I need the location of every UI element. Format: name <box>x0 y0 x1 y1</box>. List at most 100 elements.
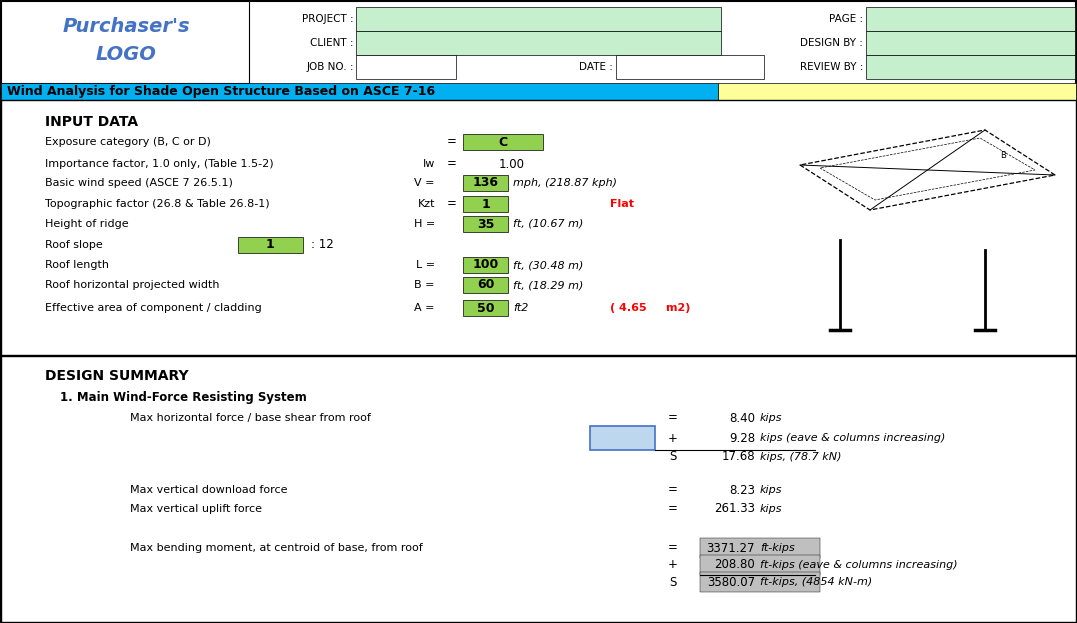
Text: ft-kips (eave & columns increasing): ft-kips (eave & columns increasing) <box>760 560 957 570</box>
Text: A =: A = <box>415 303 435 313</box>
Bar <box>238 237 303 253</box>
Bar <box>718 83 1076 100</box>
Text: =: = <box>447 158 457 171</box>
Text: kips: kips <box>760 485 783 495</box>
Text: 136: 136 <box>473 176 499 189</box>
Text: =: = <box>447 197 457 211</box>
Bar <box>700 538 820 558</box>
Text: 9.28: 9.28 <box>729 432 755 444</box>
Text: C: C <box>499 135 507 148</box>
Bar <box>866 31 1075 55</box>
Bar <box>590 426 655 450</box>
Bar <box>356 31 721 55</box>
Text: 1: 1 <box>481 197 490 211</box>
Text: B =: B = <box>415 280 435 290</box>
Text: Purchaser's: Purchaser's <box>62 17 190 37</box>
Bar <box>463 196 508 212</box>
Text: Importance factor, 1.0 only, (Table 1.5-2): Importance factor, 1.0 only, (Table 1.5-… <box>45 159 274 169</box>
Text: =: = <box>447 135 457 148</box>
Bar <box>463 277 508 293</box>
Text: PROJECT :: PROJECT : <box>303 14 354 24</box>
Bar <box>356 7 721 31</box>
Text: +: + <box>668 558 677 571</box>
Text: REVIEW BY :: REVIEW BY : <box>799 62 863 72</box>
Text: 8.40: 8.40 <box>729 412 755 424</box>
Bar <box>700 572 820 592</box>
Text: 1. Main Wind-Force Resisting System: 1. Main Wind-Force Resisting System <box>60 391 307 404</box>
Text: Effective area of component / cladding: Effective area of component / cladding <box>45 303 262 313</box>
Text: Topographic factor (26.8 & Table 26.8-1): Topographic factor (26.8 & Table 26.8-1) <box>45 199 269 209</box>
Text: Roof horizontal projected width: Roof horizontal projected width <box>45 280 220 290</box>
Text: =: = <box>668 541 677 554</box>
Text: ft-kips: ft-kips <box>760 543 795 553</box>
Text: ft, (10.67 m): ft, (10.67 m) <box>513 219 584 229</box>
Bar <box>1 356 1076 622</box>
Text: DESIGN BY :: DESIGN BY : <box>800 38 863 48</box>
Text: ft, (18.29 m): ft, (18.29 m) <box>513 280 584 290</box>
Text: Iw: Iw <box>422 159 435 169</box>
Text: Kzt: Kzt <box>418 199 435 209</box>
Text: 3580.07: 3580.07 <box>707 576 755 589</box>
Text: ft-kips, (4854 kN-m): ft-kips, (4854 kN-m) <box>760 577 872 587</box>
Bar <box>463 134 543 150</box>
Bar <box>463 216 508 232</box>
Text: LOGO: LOGO <box>96 45 156 65</box>
Text: H =: H = <box>414 219 435 229</box>
Text: =: = <box>668 412 677 424</box>
Text: ft, (30.48 m): ft, (30.48 m) <box>513 260 584 270</box>
Text: Wind Analysis for Shade Open Structure Based on ASCE 7-16: Wind Analysis for Shade Open Structure B… <box>6 85 435 98</box>
Text: Max horizontal force / base shear from roof: Max horizontal force / base shear from r… <box>130 413 370 423</box>
Text: 208.80: 208.80 <box>714 558 755 571</box>
Text: 8.23: 8.23 <box>729 483 755 497</box>
Text: kips, (78.7 kN): kips, (78.7 kN) <box>760 452 841 462</box>
Text: 1.00: 1.00 <box>499 158 524 171</box>
Text: S: S <box>669 450 676 464</box>
Text: Max bending moment, at centroid of base, from roof: Max bending moment, at centroid of base,… <box>130 543 423 553</box>
Bar <box>866 7 1075 31</box>
Text: Max vertical uplift force: Max vertical uplift force <box>130 504 262 514</box>
Text: DATE :: DATE : <box>579 62 613 72</box>
Text: S: S <box>669 576 676 589</box>
Bar <box>616 55 764 79</box>
Text: kips: kips <box>760 504 783 514</box>
Text: : 12: : 12 <box>311 239 334 252</box>
Text: Roof slope: Roof slope <box>45 240 102 250</box>
Bar <box>1 1 249 83</box>
Text: 261.33: 261.33 <box>714 503 755 515</box>
Text: 35: 35 <box>477 217 494 231</box>
Text: JOB NO. :: JOB NO. : <box>307 62 354 72</box>
Text: +: + <box>668 432 677 444</box>
Text: INPUT DATA: INPUT DATA <box>45 115 138 129</box>
Text: kips (eave & columns increasing): kips (eave & columns increasing) <box>760 433 946 443</box>
Text: 3371.27: 3371.27 <box>707 541 755 554</box>
Text: ft2: ft2 <box>513 303 529 313</box>
Text: Max vertical download force: Max vertical download force <box>130 485 288 495</box>
Text: CLIENT :: CLIENT : <box>310 38 354 48</box>
Text: kips: kips <box>760 413 783 423</box>
Text: ( 4.65     m2): ( 4.65 m2) <box>610 303 690 313</box>
Bar <box>356 55 456 79</box>
Bar <box>1 100 1076 355</box>
Text: =: = <box>668 483 677 497</box>
Text: DESIGN SUMMARY: DESIGN SUMMARY <box>45 369 188 383</box>
Text: 17.68: 17.68 <box>722 450 755 464</box>
Text: =: = <box>668 503 677 515</box>
Bar <box>463 257 508 273</box>
Text: Exposure category (B, C or D): Exposure category (B, C or D) <box>45 137 211 147</box>
Text: mph, (218.87 kph): mph, (218.87 kph) <box>513 178 617 188</box>
Text: Height of ridge: Height of ridge <box>45 219 128 229</box>
Text: B: B <box>1001 151 1006 159</box>
Text: 1: 1 <box>266 239 275 252</box>
Bar <box>866 55 1075 79</box>
Text: V =: V = <box>415 178 435 188</box>
Bar <box>463 300 508 316</box>
Text: 50: 50 <box>477 302 494 315</box>
Bar <box>463 175 508 191</box>
Text: 60: 60 <box>477 278 494 292</box>
Text: L =: L = <box>416 260 435 270</box>
Text: Basic wind speed (ASCE 7 26.5.1): Basic wind speed (ASCE 7 26.5.1) <box>45 178 233 188</box>
Text: PAGE :: PAGE : <box>829 14 863 24</box>
Text: 100: 100 <box>473 259 499 272</box>
Text: Flat: Flat <box>610 199 634 209</box>
Bar <box>1 83 718 100</box>
